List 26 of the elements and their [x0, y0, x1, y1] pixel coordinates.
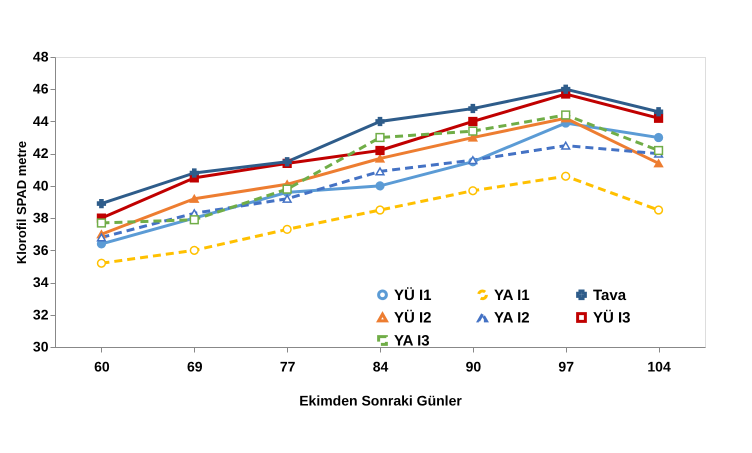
x-tick-label: 60 [94, 358, 110, 374]
x-tick-label: 97 [558, 358, 574, 374]
y-tick-label: 38 [32, 210, 49, 226]
legend-label: YA I3 [394, 332, 430, 350]
legend-label: YÜ I3 [593, 310, 631, 326]
legend-label: YA I2 [494, 310, 530, 326]
x-tick-label: 77 [280, 358, 296, 374]
x-tick-label: 84 [372, 358, 388, 374]
y-tick-label: 32 [32, 306, 49, 322]
y-tick-label: 40 [32, 177, 49, 194]
x-tick-label: 104 [647, 358, 671, 374]
legend-label: YÜ I2 [394, 310, 432, 326]
x-tick-label: 90 [466, 358, 482, 374]
y-tick-label: 36 [32, 242, 49, 258]
legend-label: YA I1 [494, 286, 530, 304]
x-axis-title: Ekimden Sonraki Günler [299, 392, 462, 408]
y-axis-title: Klorofil SPAD metre [14, 140, 29, 264]
y-tick-label: 30 [32, 338, 49, 354]
y-tick-label: 44 [32, 112, 49, 129]
legend-label: Tava [593, 286, 627, 304]
y-tick-label: 42 [32, 145, 49, 162]
y-tick-label: 48 [32, 48, 49, 64]
x-tick-label: 69 [186, 358, 203, 374]
y-tick-label: 46 [32, 80, 49, 97]
legend-label: YÜ I1 [394, 286, 432, 304]
y-tick-label: 34 [32, 274, 49, 290]
